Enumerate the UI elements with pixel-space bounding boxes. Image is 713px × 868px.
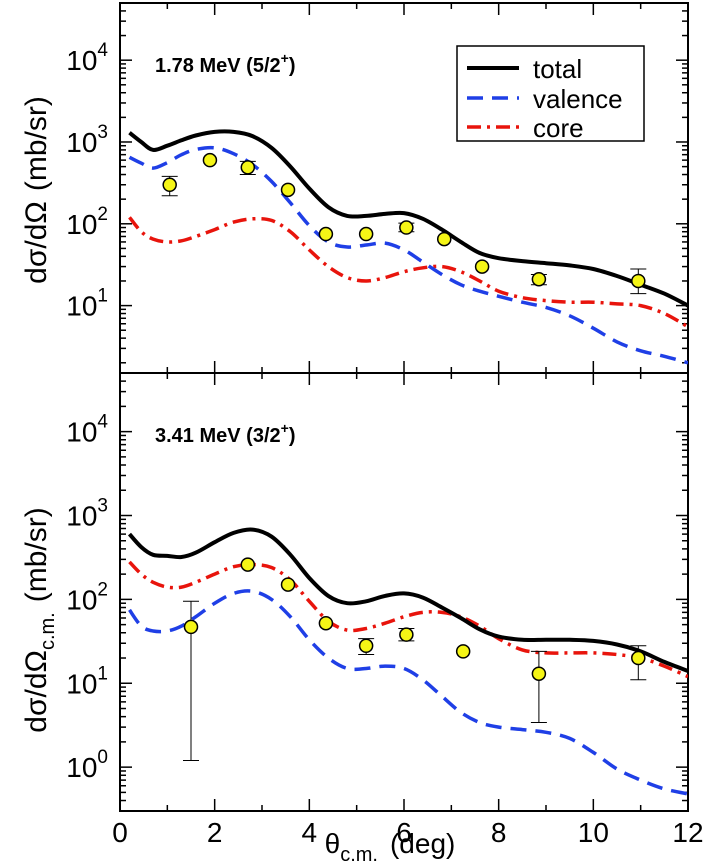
x-tick-label: 6 (396, 817, 412, 848)
x-tick-label: 4 (302, 817, 318, 848)
data-point (631, 650, 646, 666)
x-tick-label: 10 (578, 817, 609, 848)
x-tick-label: 2 (207, 817, 223, 848)
top-x-ticks (119, 3, 689, 373)
data-point (399, 220, 414, 235)
bottom-y-axis-label: dσ/dΩc.m.(mb/sr) (20, 507, 59, 732)
data-point (240, 557, 256, 572)
x-axis-label: θc.m. (deg) (325, 828, 456, 866)
y-tick-label: 103 (66, 496, 108, 532)
bottom-plot-area (127, 527, 688, 796)
x-tick-labels: 0 2 4 6 8 10 12 (112, 817, 703, 848)
data-point (358, 226, 374, 242)
data-point (474, 259, 490, 274)
bottom-y-ticks (120, 372, 688, 812)
data-point (162, 177, 177, 193)
legend-label-core: core (533, 113, 584, 143)
bottom-x-ticks (119, 373, 689, 811)
legend-label-valence: valence (533, 84, 623, 114)
legend: total valence core (456, 45, 645, 143)
data-point (436, 231, 452, 247)
top-plot-area (128, 129, 688, 365)
data-point (531, 666, 547, 681)
y-tick-label: 103 (66, 122, 108, 158)
x-tick-label: 12 (672, 817, 703, 848)
y-tick-label: 104 (66, 412, 108, 448)
bottom-panel-annotation: 3.41 MeV (3/2+) (155, 420, 295, 447)
x-tick-label: 8 (491, 817, 507, 848)
data-point (399, 627, 414, 642)
data-point (631, 273, 646, 289)
data-point (531, 271, 547, 287)
top-panel: 101 102 103 104 1.78 MeV (5/2+) dσ/dΩ(mb/sr… (20, 2, 689, 374)
bottom-y-tick-labels: 100 101 102 103 104 (66, 412, 108, 784)
y-tick-label: 102 (66, 579, 108, 615)
data-point (358, 638, 374, 654)
top-y-tick-labels: 101 102 103 104 (66, 40, 108, 321)
top-data-points (161, 152, 647, 295)
data-point (280, 182, 296, 198)
top-y-ticks (120, 2, 688, 364)
y-tick-label: 100 (66, 747, 108, 783)
data-point (202, 152, 218, 168)
top-panel-annotation: 1.78 MeV (5/2+) (155, 50, 295, 77)
bottom-series-core (128, 560, 688, 679)
bottom-series-total (127, 527, 688, 673)
legend-label-total: total (533, 54, 582, 84)
y-tick-label: 101 (66, 663, 108, 699)
y-tick-label: 102 (66, 204, 108, 240)
top-series-valence (128, 145, 688, 365)
legend-box (456, 45, 645, 142)
y-tick-label: 104 (66, 40, 108, 76)
top-series-total (128, 129, 688, 308)
data-point (318, 615, 334, 631)
data-point (280, 577, 296, 592)
data-point (455, 644, 471, 659)
data-point (318, 226, 334, 242)
bottom-data-points (183, 557, 647, 762)
data-point (240, 160, 256, 175)
x-tick-label: 0 (112, 817, 128, 848)
y-tick-label: 101 (66, 286, 108, 322)
data-point (183, 619, 199, 635)
top-y-axis-label: dσ/dΩ(mb/sr) (20, 96, 53, 284)
bottom-series-valence (128, 589, 688, 796)
